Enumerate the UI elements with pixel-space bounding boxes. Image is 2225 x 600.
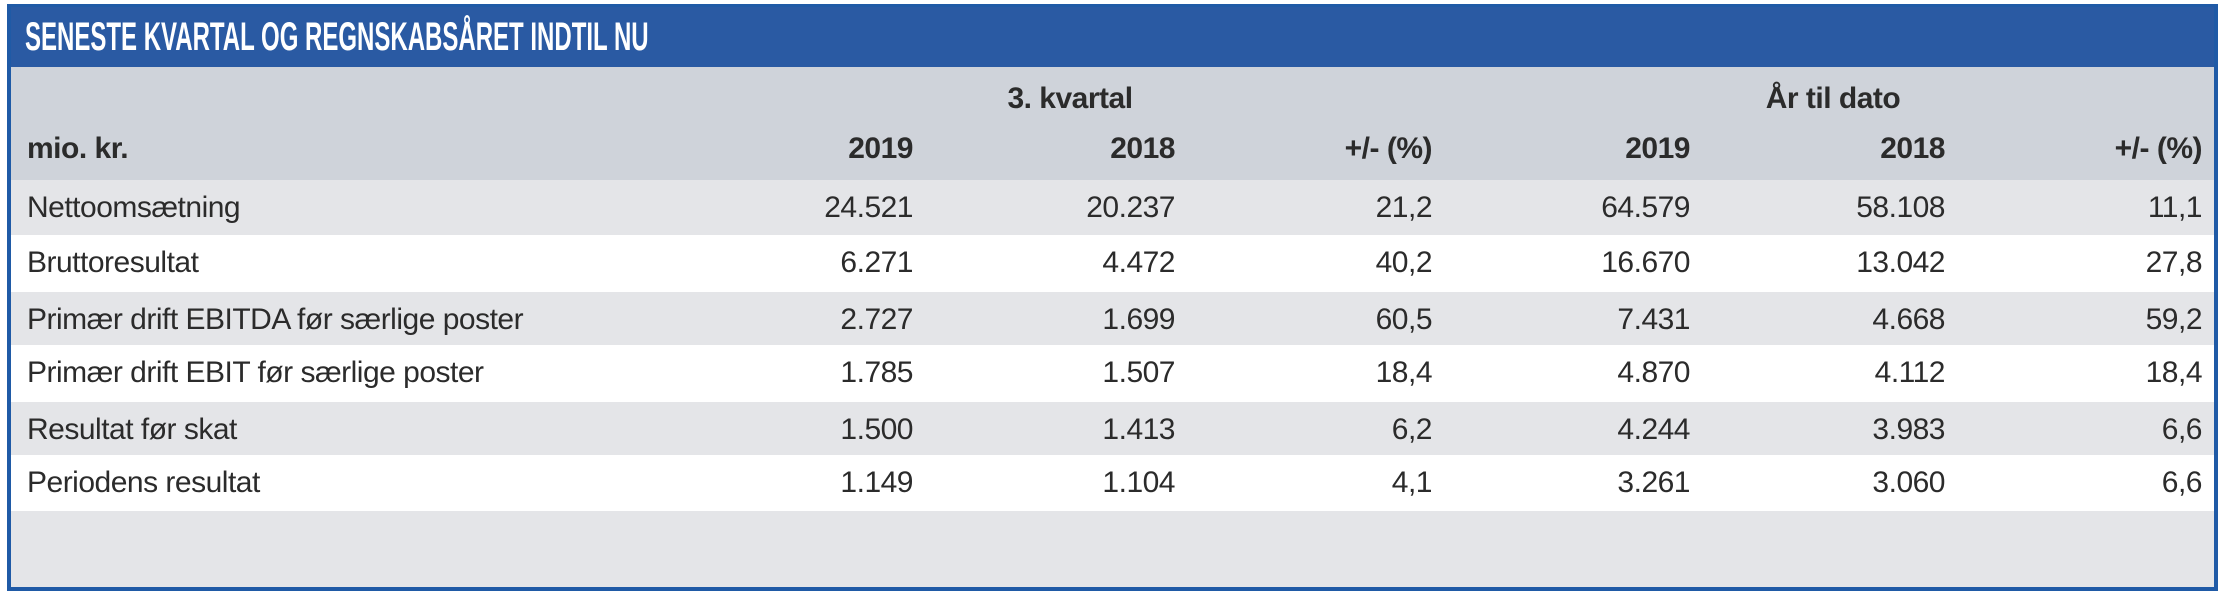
column-header-ytd-2018: 2018 — [1880, 132, 1945, 165]
cell-ytd-2018: 58.108 — [1856, 191, 1945, 224]
cell-q3-2018: 20.237 — [1086, 191, 1175, 224]
cell-q3-2018: 4.472 — [1102, 246, 1175, 279]
cell-ytd-2018: 13.042 — [1856, 246, 1945, 279]
cell-q3-2018: 1.413 — [1102, 413, 1175, 446]
row-label: Primær drift EBITDA før særlige poster — [27, 303, 524, 336]
cell-q3-2019: 1.149 — [840, 466, 913, 499]
row-label: Primær drift EBIT før særlige poster — [27, 356, 484, 389]
cell-q3-2018: 1.104 — [1102, 466, 1175, 499]
cell-ytd-2018: 4.668 — [1872, 303, 1945, 336]
cell-ytd-2019: 3.261 — [1617, 466, 1690, 499]
cell-q3-2018: 1.507 — [1102, 356, 1175, 389]
cell-q3-2019: 6.271 — [840, 246, 913, 279]
table-title: SENESTE KVARTAL OG REGNSKABSÅRET INDTIL … — [25, 15, 649, 59]
cell-q3-change: 6,2 — [1391, 413, 1433, 446]
cell-ytd-2019: 16.670 — [1601, 246, 1690, 279]
cell-ytd-change: 59,2 — [2145, 303, 2203, 336]
unit-label: mio. kr. — [27, 132, 129, 165]
cell-ytd-2019: 4.244 — [1617, 413, 1690, 446]
cell-ytd-2019: 64.579 — [1601, 191, 1690, 224]
row-label: Bruttoresultat — [27, 246, 199, 279]
cell-ytd-2019: 7.431 — [1617, 303, 1690, 336]
financial-table-panel: SENESTE KVARTAL OG REGNSKABSÅRET INDTIL … — [7, 4, 2218, 591]
cell-ytd-2018: 3.983 — [1872, 413, 1945, 446]
column-header-ytd-2019: 2019 — [1625, 132, 1690, 165]
row-label: Periodens resultat — [27, 466, 260, 499]
column-header-q3-2018: 2018 — [1110, 132, 1175, 165]
table-row-resultat-foer-skat: Resultat før skat 1.500 1.413 6,2 4.244 … — [11, 402, 2214, 455]
table-row-ebitda: Primær drift EBITDA før særlige poster 2… — [11, 292, 2214, 345]
cell-q3-change: 21,2 — [1375, 191, 1433, 224]
cell-q3-2019: 2.727 — [840, 303, 913, 336]
table-row-periodens-resultat: Periodens resultat 1.149 1.104 4,1 3.261… — [11, 455, 2214, 511]
table-footer-spacer — [11, 511, 2214, 587]
row-label: Resultat før skat — [27, 413, 237, 446]
cell-ytd-change: 18,4 — [2145, 356, 2203, 389]
cell-q3-change: 4,1 — [1391, 466, 1433, 499]
cell-q3-2019: 1.785 — [840, 356, 913, 389]
cell-ytd-change: 11,1 — [2147, 191, 2203, 224]
cell-ytd-change: 6,6 — [2161, 413, 2203, 446]
group-header-ytd: År til dato — [1765, 82, 1901, 115]
cell-q3-change: 60,5 — [1375, 303, 1433, 336]
cell-q3-change: 40,2 — [1375, 246, 1433, 279]
table-row-ebit: Primær drift EBIT før særlige poster 1.7… — [11, 345, 2214, 402]
table-row-bruttoresultat: Bruttoresultat 6.271 4.472 40,2 16.670 1… — [11, 235, 2214, 292]
table-header: 3. kvartal År til dato mio. kr. 2019 201… — [11, 67, 2214, 180]
cell-ytd-change: 6,6 — [2161, 466, 2203, 499]
cell-ytd-2019: 4.870 — [1617, 356, 1690, 389]
cell-q3-change: 18,4 — [1375, 356, 1433, 389]
cell-q3-2019: 24.521 — [824, 191, 913, 224]
column-header-q3-2019: 2019 — [848, 132, 913, 165]
title-bar: SENESTE KVARTAL OG REGNSKABSÅRET INDTIL … — [11, 7, 2214, 67]
cell-q3-2019: 1.500 — [840, 413, 913, 446]
cell-ytd-change: 27,8 — [2145, 246, 2203, 279]
column-header-ytd-change: +/- (%) — [2114, 132, 2203, 165]
cell-q3-2018: 1.699 — [1102, 303, 1175, 336]
group-header-quarter: 3. kvartal — [1007, 82, 1133, 115]
table-row-nettoomsaetning: Nettoomsætning 24.521 20.237 21,2 64.579… — [11, 180, 2214, 235]
column-header-q3-change: +/- (%) — [1344, 132, 1433, 165]
cell-ytd-2018: 4.112 — [1874, 356, 1946, 389]
cell-ytd-2018: 3.060 — [1872, 466, 1945, 499]
row-label: Nettoomsætning — [27, 191, 241, 224]
